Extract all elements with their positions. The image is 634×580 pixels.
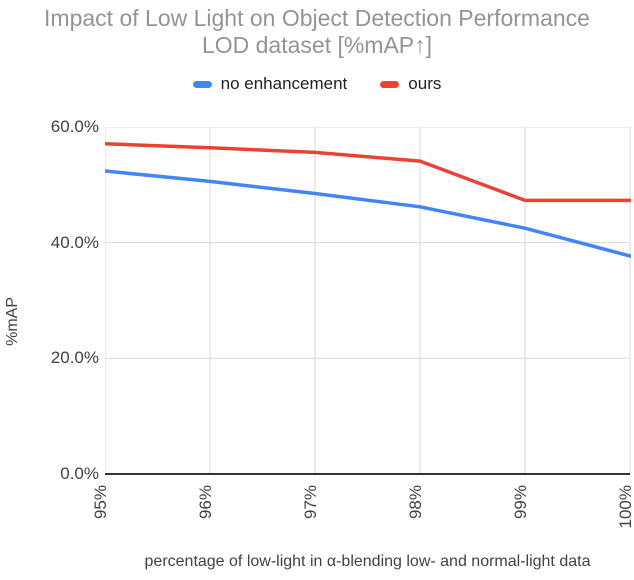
series-line-ours	[105, 142, 631, 203]
legend-item-1: ours	[380, 74, 441, 94]
legend-label: no enhancement	[220, 74, 348, 93]
y-tick-label: 40.0%	[50, 232, 99, 252]
legend-swatch-icon	[192, 80, 212, 88]
y-tick-label: 0.0%	[60, 464, 99, 483]
x-tick-label: 96%	[196, 485, 215, 520]
legend-label: ours	[408, 74, 442, 93]
y-tick-label: 20.0%	[50, 348, 99, 368]
y-axis-title: %mAP	[4, 297, 21, 346]
chart-title-line1: Impact of Low Light on Object Detection …	[44, 5, 590, 31]
x-tick-label: 98%	[406, 485, 425, 520]
y-tick-label: 60.0%	[50, 117, 99, 136]
x-tick-label: 100%	[616, 485, 634, 529]
x-tick-label: 97%	[301, 485, 320, 520]
x-axis-title: percentage of low-light in α-blending lo…	[144, 553, 591, 570]
series-line-no-enhancement	[105, 169, 631, 258]
x-tick-label: 95%	[91, 485, 110, 520]
x-tick-label: 99%	[511, 485, 530, 520]
legend-swatch-icon	[380, 80, 400, 88]
chart-title: Impact of Low Light on Object Detection …	[0, 5, 634, 59]
legend-item-0: no enhancement	[192, 74, 348, 94]
plot-area	[105, 127, 631, 475]
chart-title-line2: LOD dataset [%mAP↑]	[201, 32, 433, 58]
legend: no enhancement ours	[0, 72, 634, 96]
